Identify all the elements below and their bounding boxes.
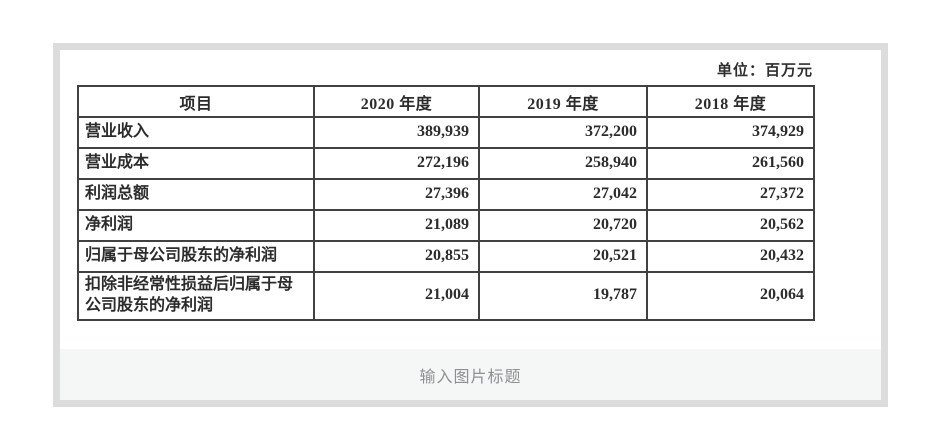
table-header-row: 项目 2020 年度 2019 年度 2018 年度 <box>77 85 815 118</box>
table-row: 营业收入 389,939 372,200 374,929 <box>77 116 815 149</box>
row-value: 19,787 <box>478 271 648 321</box>
row-value: 27,042 <box>478 178 648 211</box>
row-label: 扣除非经常性损益后归属于母公司股东的净利润 <box>77 271 315 321</box>
row-value: 374,929 <box>646 116 815 149</box>
table-row: 扣除非经常性损益后归属于母公司股东的净利润 21,004 19,787 20,064 <box>77 271 815 321</box>
row-label: 归属于母公司股东的净利润 <box>77 240 315 273</box>
row-value: 389,939 <box>313 116 480 149</box>
table-row: 净利润 21,089 20,720 20,562 <box>77 209 815 242</box>
row-value: 20,562 <box>646 209 815 242</box>
row-value: 20,521 <box>478 240 648 273</box>
row-value: 20,064 <box>646 271 815 321</box>
financial-table: 项目 2020 年度 2019 年度 2018 年度 营业收入 389,939 372,2… <box>77 85 815 321</box>
table-row: 营业成本 272,196 258,940 261,560 <box>77 147 815 180</box>
column-header: 2019 年度 <box>478 85 648 118</box>
row-value: 258,940 <box>478 147 648 180</box>
unit-label: 单位：百万元 <box>716 63 813 79</box>
table-row: 利润总额 27,396 27,042 27,372 <box>77 178 815 211</box>
row-label: 营业成本 <box>77 147 315 180</box>
column-header: 2020 年度 <box>313 85 480 118</box>
row-value: 272,196 <box>313 147 480 180</box>
row-label: 营业收入 <box>77 116 315 149</box>
table-row: 归属于母公司股东的净利润 20,855 20,521 20,432 <box>77 240 815 273</box>
image-block[interactable]: 单位：百万元 项目 2020 年度 2019 年度 2018 年度 营业收入 389,9… <box>53 43 888 407</box>
row-value: 21,089 <box>313 209 480 242</box>
caption-placeholder[interactable]: 输入图片标题 <box>419 368 522 386</box>
row-value: 27,372 <box>646 178 815 211</box>
row-value: 261,560 <box>646 147 815 180</box>
caption-input[interactable]: 输入图片标题 <box>60 349 881 400</box>
row-value: 20,855 <box>313 240 480 273</box>
row-value: 20,720 <box>478 209 648 242</box>
column-header: 2018 年度 <box>646 85 815 118</box>
row-label: 利润总额 <box>77 178 315 211</box>
row-value: 372,200 <box>478 116 648 149</box>
row-value: 21,004 <box>313 271 480 321</box>
row-value: 27,396 <box>313 178 480 211</box>
row-label: 净利润 <box>77 209 315 242</box>
column-header: 项目 <box>77 85 315 118</box>
row-value: 20,432 <box>646 240 815 273</box>
